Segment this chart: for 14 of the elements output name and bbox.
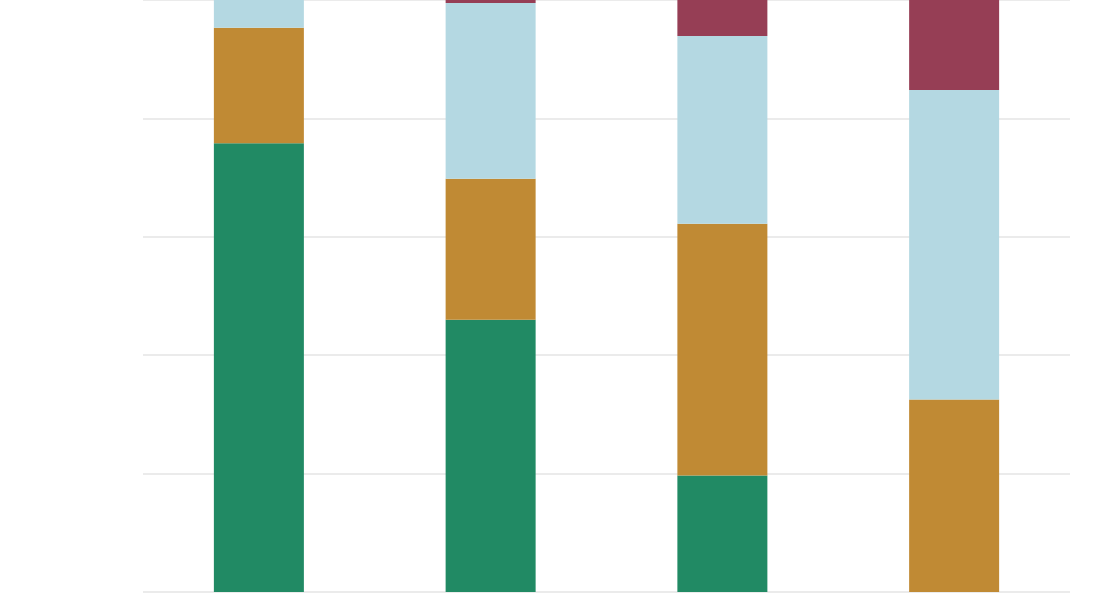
- bar: [677, 0, 768, 37]
- bar: [677, 36, 768, 224]
- bar: [445, 319, 536, 592]
- bar: [909, 0, 1000, 90]
- bar: [445, 0, 536, 3]
- bar: [213, 143, 304, 592]
- bar: [677, 223, 768, 476]
- bar: [213, 0, 304, 28]
- bar: [213, 27, 304, 144]
- bar: [445, 2, 536, 179]
- bar: [909, 89, 1000, 400]
- bar: [909, 399, 1000, 592]
- bar: [445, 178, 536, 320]
- bar: [677, 475, 768, 592]
